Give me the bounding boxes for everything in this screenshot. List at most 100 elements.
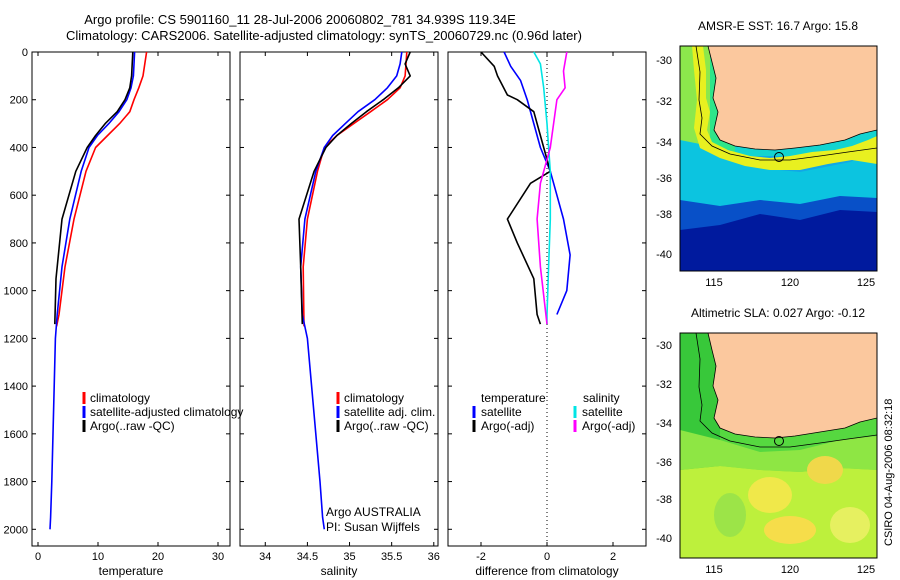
sla-map-frame [679,332,878,559]
sla-land [707,333,877,439]
float-pi-annotation: PI: Susan Wijffels [326,520,420,534]
sla-mid-1 [714,493,746,537]
sla-ytick-3: -34 [656,418,672,430]
series-line-satellite [299,51,403,530]
sst-ytick-6: -40 [656,249,672,261]
sla-map-axes: -30 -32 -34 -36 -38 -40 115 120 125 [656,340,875,576]
difference-legend: temperature satellite Argo(-adj) salinit… [472,391,635,433]
y-tick-label: 1800 [4,477,28,489]
sla-ytick-1: -30 [656,340,672,352]
y-tick-label: 1600 [4,429,28,441]
sst-map-title: AMSR-E SST: 16.7 Argo: 15.8 [698,19,858,33]
x-tick-label: 35.5 [381,551,402,563]
legend-label-temp-satellite: satellite [481,405,522,419]
float-owner-annotation: Argo AUSTRALIA [326,505,421,519]
y-tick-label: 2000 [4,524,28,536]
csiro-timestamp: CSIRO 04-Aug-2006 08:32:18 [883,399,895,546]
series-line-temperature-satellite [503,51,571,315]
sst-map-frame [679,45,878,272]
x-tick-label: 2 [610,551,616,563]
legend-label-argo: Argo(..raw -QC) [90,419,175,433]
y-tick-label: 400 [10,142,28,154]
sst-xtick-2: 120 [781,277,799,289]
sst-xtick-3: 125 [857,277,875,289]
legend-label-argo: Argo(..raw -QC) [344,419,429,433]
x-tick-label: 0 [544,551,550,563]
temperature-chart: 0 10 20 30 0 200 400 600 800 1000 1200 1400 1600 1800… [4,47,230,578]
legend-label-sal-satellite: satellite [582,405,623,419]
sla-ytick-5: -38 [656,494,672,506]
sst-isobath [695,46,877,161]
sla-xtick-1: 115 [705,564,723,576]
legend-label-satellite: satellite-adjusted climatology [90,405,243,419]
x-axis-label: temperature [99,564,164,578]
sst-coastal-current [692,46,877,170]
sla-ytick-2: -32 [656,379,672,391]
x-tick-label: 10 [92,551,104,563]
x-tick-label: 20 [152,551,164,563]
sst-map-axes: -30 -32 -34 -36 -38 -40 115 120 125 [656,55,875,289]
y-tick-label: 600 [10,190,28,202]
sst-cold-south [680,210,877,271]
series-line-salinity-argo-adj- [536,51,568,325]
temperature-panel-frame [31,51,231,547]
sst-ytick-5: -38 [656,209,672,221]
sla-high-2 [807,456,843,484]
sla-map-title: Altimetric SLA: 0.027 Argo: -0.12 [691,306,865,320]
series-line-argo-raw-qc- [298,51,412,325]
sst-ytick-4: -36 [656,173,672,185]
x-axis-label: salinity [321,564,358,578]
salinity-chart: 34 34.5 35 35.5 36 salinity [240,51,440,578]
sla-high-3 [764,516,816,544]
salinity-panel-frame [239,51,439,547]
legend-label-satellite: satellite adj. clim. [344,405,435,419]
legend-title-temperature: temperature [481,391,546,405]
y-tick-label: 1200 [4,333,28,345]
sst-ytick-2: -32 [656,96,672,108]
sst-ytick-1: -30 [656,55,672,67]
x-tick-label: 34.5 [297,551,318,563]
x-tick-label: 34 [259,551,271,563]
sla-argo-location-marker [774,436,784,446]
sla-xtick-2: 120 [781,564,799,576]
legend-label-temp-argo: Argo(-adj) [481,419,534,433]
legend-label-climatology: climatology [90,391,150,405]
figure-title-line2: Climatology: CARS2006. Satellite-adjuste… [66,28,582,43]
sla-ytick-6: -40 [656,533,672,545]
sst-argo-location-marker [774,152,784,162]
sla-mid-2 [830,507,870,543]
sst-ytick-3: -34 [656,137,672,149]
x-tick-label: 0 [35,551,41,563]
series-line-salinity-satellite [533,51,552,325]
sla-isobath [695,333,877,448]
y-tick-label: 1000 [4,286,28,298]
series-line-satellite [49,51,136,530]
x-tick-label: 30 [212,551,224,563]
legend-label-climatology: climatology [344,391,404,405]
temperature-legend: climatology satellite-adjusted climatolo… [82,391,243,433]
series-line-climatology [302,51,408,327]
legend-title-salinity: salinity [583,391,620,405]
figure-title-line1: Argo profile: CS 5901160_11 28-Jul-2006 … [84,12,516,27]
legend-label-sal-argo: Argo(-adj) [582,419,635,433]
y-tick-label: 0 [22,47,28,59]
y-tick-label: 800 [10,238,28,250]
sla-xtick-3: 125 [857,564,875,576]
x-tick-label: 35 [343,551,355,563]
sla-map [680,333,877,558]
sst-map [680,46,877,271]
x-tick-label: 36 [428,551,440,563]
series-line-climatology [55,51,148,327]
series-line-argo-raw-qc- [54,51,134,325]
sla-ytick-4: -36 [656,457,672,469]
y-tick-label: 1400 [4,381,28,393]
sst-land [707,46,877,151]
y-tick-label: 200 [10,95,28,107]
sla-high-1 [748,477,792,513]
x-axis-label: difference from climatology [475,564,618,578]
sst-xtick-1: 115 [705,277,723,289]
x-tick-label: -2 [476,551,486,563]
salinity-legend: climatology satellite adj. clim. Argo(..… [326,391,435,534]
